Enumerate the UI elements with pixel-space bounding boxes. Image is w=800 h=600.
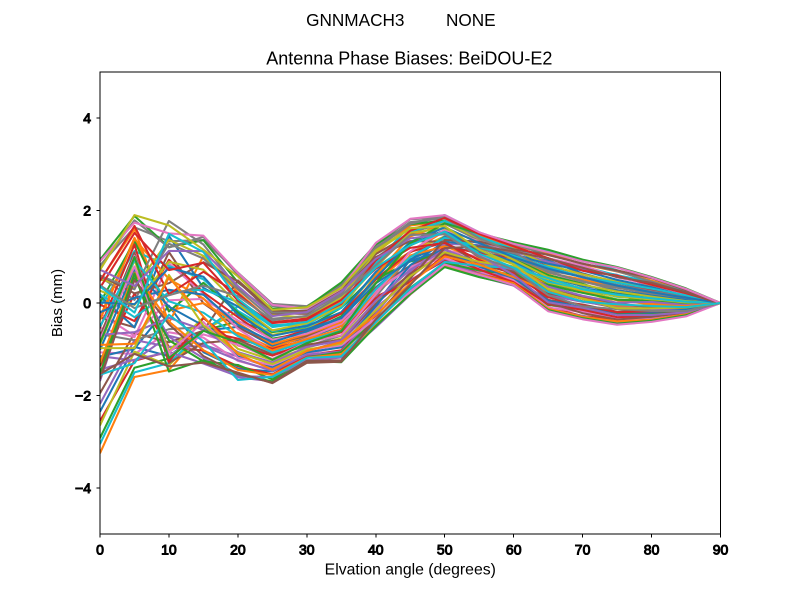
svg-text:4: 4 <box>83 110 91 126</box>
svg-text:20: 20 <box>230 542 246 558</box>
svg-text:NONE: NONE <box>446 10 496 30</box>
svg-text:30: 30 <box>299 542 315 558</box>
svg-text:Elvation angle (degrees): Elvation angle (degrees) <box>325 562 496 579</box>
svg-text:Bias (mm): Bias (mm) <box>49 269 66 337</box>
svg-text:GNNMACH3: GNNMACH3 <box>306 10 404 30</box>
svg-text:0: 0 <box>83 295 91 311</box>
svg-text:10: 10 <box>161 542 177 558</box>
svg-text:90: 90 <box>713 542 729 558</box>
svg-text:−4: −4 <box>75 480 91 496</box>
svg-text:50: 50 <box>437 542 453 558</box>
svg-text:2: 2 <box>83 202 91 218</box>
svg-text:−2: −2 <box>75 387 91 403</box>
svg-text:0: 0 <box>96 542 104 558</box>
svg-text:40: 40 <box>368 542 384 558</box>
svg-text:60: 60 <box>506 542 522 558</box>
svg-text:70: 70 <box>575 542 591 558</box>
svg-text:Antenna Phase Biases: BeiDOU-E: Antenna Phase Biases: BeiDOU-E2 <box>266 48 552 68</box>
svg-text:80: 80 <box>644 542 660 558</box>
